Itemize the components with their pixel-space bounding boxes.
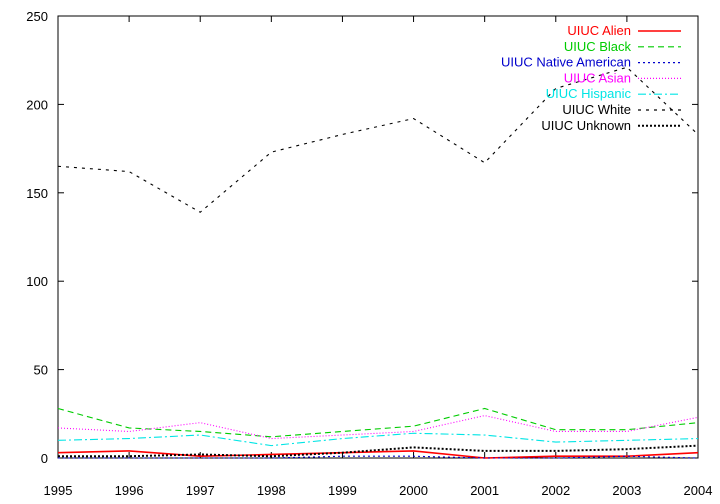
legend-label: UIUC Alien [567, 23, 631, 38]
legend-label: UIUC Native American [501, 55, 631, 70]
y-tick-label: 50 [34, 363, 48, 378]
y-tick-label: 0 [41, 451, 48, 466]
x-axis: 1995 1996 1997 1998 1999 2000 2001 2002 2003 2004 [44, 16, 713, 498]
x-tick-label: 2000 [399, 483, 428, 498]
x-tick-label: 1999 [328, 483, 357, 498]
legend-label: UIUC Black [564, 39, 632, 54]
series-line-uiuc-asian [57, 415, 699, 440]
legend-label: UIUC White [562, 102, 631, 117]
series-line-uiuc-white [57, 66, 699, 213]
series-line-uiuc-unknown [58, 444, 699, 458]
y-tick-label: 150 [26, 186, 48, 201]
series-layer [57, 66, 699, 459]
legend-label: UIUC Unknown [541, 118, 631, 133]
x-tick-label: 1997 [186, 483, 215, 498]
y-tick-label: 100 [26, 274, 48, 289]
y-tick-label: 200 [26, 97, 48, 112]
plot-frame [57, 15, 699, 459]
x-tick-label: 2004 [684, 483, 713, 498]
x-tick-label: 2001 [470, 483, 499, 498]
series-line-uiuc-native-american [58, 455, 699, 459]
legend-label: UIUC Hispanic [546, 86, 632, 101]
y-tick-label: 250 [26, 9, 48, 24]
x-tick-label: 1996 [115, 483, 144, 498]
x-tick-label: 1998 [257, 483, 286, 498]
legend-label: UIUC Asian [564, 70, 631, 85]
series-line-uiuc-alien [57, 450, 699, 459]
x-tick-label: 1995 [44, 483, 73, 498]
x-tick-label: 2003 [612, 483, 641, 498]
series-line-uiuc-black [57, 407, 699, 438]
x-tick-label: 2002 [541, 483, 570, 498]
series-line-uiuc-hispanic [57, 432, 699, 447]
